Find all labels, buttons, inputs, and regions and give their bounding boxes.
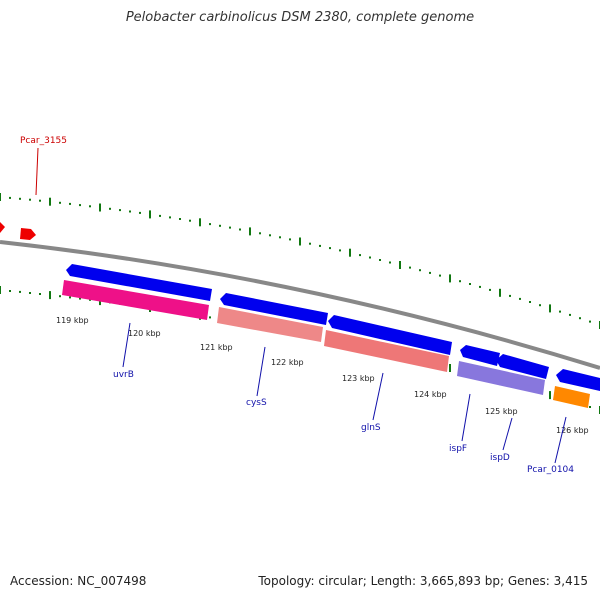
kbp-label: 120 kbp bbox=[128, 329, 161, 338]
gene-labels: Pcar_3155 uvrB cysS glnS ispF ispD Pcar_… bbox=[20, 136, 574, 475]
forward-gene-arrow-4[interactable] bbox=[460, 345, 500, 366]
forward-gene-arrow-5[interactable] bbox=[496, 354, 549, 379]
glnS-leader-line bbox=[372, 372, 384, 421]
outer-tick-ring bbox=[0, 193, 600, 329]
gene-label-Pcar_0104[interactable]: Pcar_0104 bbox=[527, 465, 574, 475]
uvrB-gene-block[interactable] bbox=[62, 280, 209, 320]
forward-gene-arrow-6[interactable] bbox=[556, 369, 600, 391]
kbp-label: 125 kbp bbox=[485, 407, 518, 416]
accession-text: Accession: NC_007498 bbox=[10, 574, 147, 588]
glnS-gene-block[interactable] bbox=[324, 330, 449, 372]
Pcar_3155-gene-arrow[interactable] bbox=[0, 222, 5, 233]
uvrB-leader-line bbox=[122, 322, 131, 368]
map-title: Pelobacter carbinolicus DSM 2380, comple… bbox=[125, 10, 475, 25]
gene-label-ispF[interactable]: ispF bbox=[449, 444, 467, 454]
cysS-leader-line bbox=[256, 346, 266, 397]
Pcar_0104-gene-block[interactable] bbox=[553, 386, 590, 408]
forward-gene-arrow-2[interactable] bbox=[220, 293, 328, 325]
kbp-label: 124 kbp bbox=[414, 390, 447, 399]
Pcar_0104-leader-line bbox=[554, 416, 567, 464]
ispD-leader-line bbox=[502, 417, 513, 451]
kbp-axis-labels: 119 kbp 120 kbp 121 kbp 122 kbp 123 kbp … bbox=[56, 316, 589, 435]
gene-label-cysS[interactable]: cysS bbox=[246, 398, 267, 408]
inner-tick-ring bbox=[0, 286, 600, 414]
forward-gene-arrow-1[interactable] bbox=[66, 264, 212, 301]
Pcar_3155-leader-line bbox=[35, 147, 39, 196]
Pcar_3155-gene-arrow-2[interactable] bbox=[20, 228, 36, 240]
genome-backbone bbox=[0, 240, 600, 370]
genome-summary-text: Topology: circular; Length: 3,665,893 bp… bbox=[258, 574, 588, 588]
cysS-gene-block[interactable] bbox=[217, 307, 323, 342]
ispF-leader-line bbox=[461, 393, 471, 442]
gene-label-glnS[interactable]: glnS bbox=[361, 423, 381, 433]
gene-label-ispD[interactable]: ispD bbox=[490, 453, 510, 463]
forward-gene-arrow-3[interactable] bbox=[328, 315, 452, 355]
kbp-label: 126 kbp bbox=[556, 426, 589, 435]
kbp-label: 122 kbp bbox=[271, 358, 304, 367]
ispF-ispD-gene-block[interactable] bbox=[457, 361, 545, 395]
kbp-label: 119 kbp bbox=[56, 316, 89, 325]
kbp-label: 123 kbp bbox=[342, 374, 375, 383]
gene-label-uvrB[interactable]: uvrB bbox=[113, 370, 134, 380]
kbp-label: 121 kbp bbox=[200, 343, 233, 352]
gene-label-Pcar_3155[interactable]: Pcar_3155 bbox=[20, 136, 67, 146]
